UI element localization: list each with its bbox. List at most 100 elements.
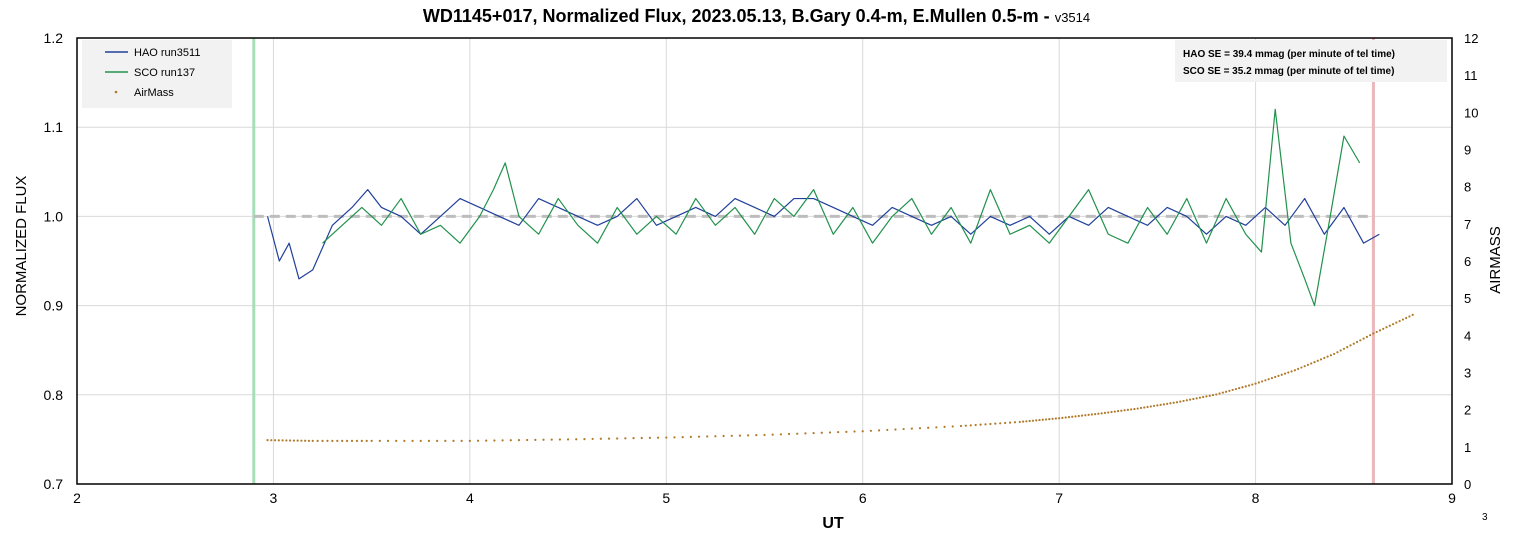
airmass-point — [1359, 339, 1362, 342]
airmass-point — [1198, 396, 1202, 399]
airmass-point — [1375, 330, 1378, 334]
airmass-point — [640, 436, 643, 440]
airmass-point — [378, 439, 381, 442]
airmass-point — [1087, 413, 1090, 416]
y-tick-label: 0.9 — [44, 298, 64, 314]
airmass-point — [501, 439, 504, 442]
airmass-point — [460, 439, 463, 442]
airmass-point — [266, 439, 269, 442]
airmass-point — [1185, 399, 1188, 402]
airmass-point — [894, 428, 897, 431]
airmass-point — [689, 435, 692, 438]
airmass-point — [1211, 393, 1215, 397]
airmass-point — [869, 429, 872, 432]
airmass-point — [837, 431, 840, 434]
airmass-point — [599, 437, 602, 440]
airmass-point — [550, 438, 553, 441]
airmass-point — [665, 436, 668, 439]
y-tick-label: 1.2 — [44, 30, 64, 46]
airmass-point — [1130, 408, 1133, 411]
airmass-point — [277, 439, 280, 442]
airmass-point — [1028, 419, 1031, 423]
y2-tick-label: 11 — [1464, 68, 1478, 83]
airmass-point — [1310, 362, 1313, 365]
airmass-point — [989, 422, 992, 426]
airmass-point — [1100, 412, 1103, 415]
airmass-point — [918, 427, 922, 430]
airmass-point — [1254, 382, 1257, 385]
airmass-point — [365, 439, 368, 442]
airmass-point — [311, 439, 314, 442]
legend-items: HAO run3511 SCO run137 AirMass — [105, 47, 200, 99]
airmass-point — [657, 436, 660, 439]
series-sco-run137 — [322, 108, 1361, 307]
airmass-point — [1303, 365, 1306, 368]
stats-box-background — [1175, 40, 1447, 82]
airmass-point — [984, 423, 987, 426]
chart-title-version: v3514 — [1054, 10, 1091, 25]
airmass-point — [979, 423, 982, 426]
airmass-point — [575, 438, 578, 441]
airmass-point — [1261, 380, 1264, 383]
airmass-point — [1084, 414, 1087, 417]
airmass-point — [1339, 349, 1342, 352]
y-axis-label: NORMALIZED FLUX — [13, 176, 30, 317]
y2-tick-label: 8 — [1464, 180, 1471, 195]
airmass-point — [1031, 419, 1035, 422]
x-tick-labels: 2 3 4 5 6 7 8 9 — [73, 490, 1456, 506]
airmass-point — [411, 439, 414, 442]
vertical-markers — [252, 38, 1375, 484]
airmass-point — [820, 431, 823, 434]
airmass-point — [1080, 414, 1084, 417]
y2-axis-label: AIRMASS — [1487, 226, 1504, 294]
airmass-point — [1215, 393, 1218, 396]
plot-frame — [76, 37, 1453, 485]
y-tick-label: 0.8 — [44, 387, 64, 403]
airmass-point — [1058, 417, 1061, 420]
airmass-point — [1035, 419, 1038, 422]
airmass-point — [1159, 403, 1162, 406]
airmass-point — [558, 438, 561, 441]
airmass-point — [861, 430, 864, 433]
airmass-point — [1018, 420, 1021, 424]
airmass-point — [1277, 374, 1280, 377]
airmass-point — [1395, 321, 1398, 324]
airmass-point — [1238, 387, 1241, 390]
airmass-point — [1202, 395, 1205, 399]
airmass-point — [828, 431, 832, 434]
airmass-point — [1175, 401, 1179, 404]
airmass-point — [714, 435, 717, 438]
airmass-point — [1316, 359, 1319, 362]
airmass-point — [542, 438, 545, 441]
airmass-point — [994, 422, 997, 425]
y-tick-label: 1.1 — [44, 119, 64, 135]
airmass-point — [1349, 344, 1352, 347]
airmass-point — [1064, 416, 1067, 419]
airmass-point — [1110, 410, 1113, 414]
airmass-point — [1008, 421, 1012, 424]
series-layer — [266, 108, 1414, 442]
airmass-point — [1192, 397, 1195, 401]
airmass-point — [1382, 327, 1385, 330]
airmass-point — [355, 439, 359, 442]
airmass-point — [927, 426, 930, 429]
airmass-point — [706, 435, 709, 438]
airmass-point — [1329, 354, 1332, 357]
airmass-point — [1074, 415, 1077, 418]
series-airmass — [266, 313, 1414, 442]
y2-tick-label: 6 — [1464, 254, 1471, 269]
airmass-point — [281, 439, 284, 442]
airmass-point — [935, 426, 938, 429]
airmass-point — [1022, 420, 1025, 423]
airmass-point — [1300, 366, 1303, 369]
airmass-point — [738, 434, 742, 437]
x-axis-label: UT — [822, 515, 844, 532]
airmass-point — [307, 439, 311, 442]
airmass-point — [1264, 379, 1267, 382]
y-tick-label: 1.0 — [44, 208, 64, 224]
airmass-point — [877, 429, 881, 432]
airmass-point — [1342, 347, 1346, 350]
airmass-point — [1195, 397, 1198, 400]
